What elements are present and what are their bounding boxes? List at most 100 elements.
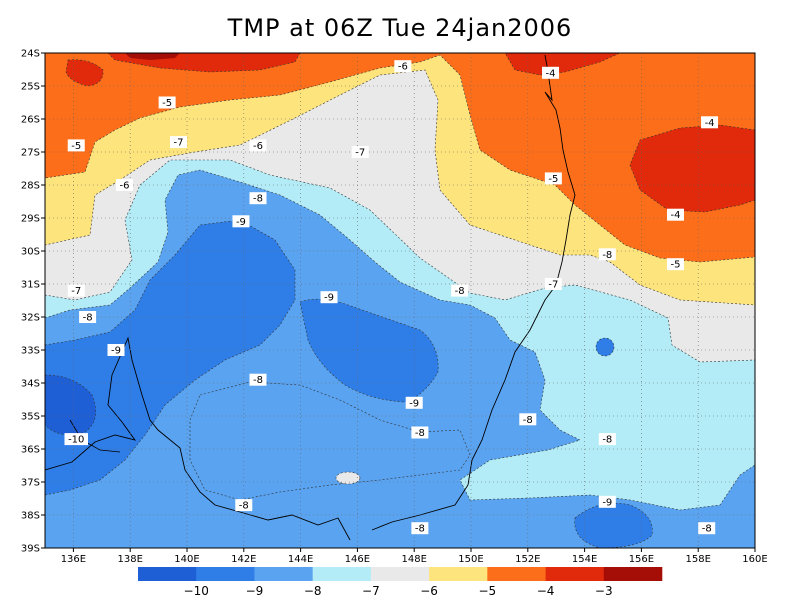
colorbar-swatch bbox=[254, 567, 313, 581]
contour-label-bg bbox=[67, 139, 85, 152]
coastline-south-australia bbox=[45, 336, 351, 541]
colorbar-swatch bbox=[370, 567, 430, 581]
contour-label: -6 bbox=[398, 62, 408, 73]
contour-label: -6 bbox=[253, 141, 263, 152]
x-tick-label: 140E bbox=[174, 554, 199, 565]
x-tick-label: 150E bbox=[458, 554, 483, 565]
contour-label: -8 bbox=[253, 375, 263, 386]
band-minus4-minus3-nw bbox=[65, 59, 104, 87]
x-tick-label: 136E bbox=[61, 554, 86, 565]
y-tick-label: 30S bbox=[21, 247, 40, 258]
contour-label-bg bbox=[394, 60, 412, 73]
contour-label-bg bbox=[666, 208, 684, 221]
contour-label: -8 bbox=[602, 250, 612, 261]
contour-label-bg bbox=[598, 433, 616, 446]
y-tick-label: 39S bbox=[21, 544, 40, 555]
y-tick-label: 34S bbox=[21, 379, 40, 390]
x-tick-label: 138E bbox=[117, 554, 142, 565]
contour-label: -6 bbox=[120, 181, 130, 192]
contour-label-bg bbox=[79, 311, 97, 323]
y-tick-label: 25S bbox=[21, 82, 40, 93]
contour-label: -8 bbox=[602, 435, 612, 446]
contour-label: -10 bbox=[68, 435, 84, 446]
y-tick-label: 28S bbox=[21, 181, 40, 192]
band-minus10-minus9-dot bbox=[595, 337, 615, 357]
contour-label: -9 bbox=[111, 346, 121, 357]
band-above-minus3 bbox=[125, 53, 180, 60]
band-below-minus10 bbox=[45, 374, 97, 436]
contour-label: -8 bbox=[83, 313, 93, 324]
contour-label: -5 bbox=[548, 174, 558, 185]
y-tick-label: 31S bbox=[21, 280, 40, 291]
x-tick-label: 152E bbox=[515, 554, 540, 565]
x-tick-label: 142E bbox=[231, 554, 256, 565]
contour-label-bg bbox=[64, 433, 88, 446]
colorbar-swatch bbox=[603, 567, 663, 581]
band-minus4-minus3-ne bbox=[504, 53, 621, 76]
contour-label-bg bbox=[351, 146, 369, 158]
contour-label-bg bbox=[67, 284, 85, 297]
contour-label-bg bbox=[411, 426, 429, 439]
contour-label: -4 bbox=[546, 68, 556, 79]
x-axis: 136E 138E 140E 142E 144E 146E 148E 150E 152E 154E… bbox=[61, 548, 768, 565]
y-tick-label: 38S bbox=[21, 511, 40, 522]
colorbar-label: −8 bbox=[304, 584, 322, 598]
contour-label: -8 bbox=[253, 194, 263, 205]
warm-hole bbox=[335, 471, 361, 485]
x-tick-label: 156E bbox=[629, 554, 654, 565]
band-minus4-minus3-east bbox=[629, 124, 755, 213]
colorbar-label: −10 bbox=[184, 584, 209, 598]
contour-label-bg bbox=[249, 373, 267, 386]
contour-label: -9 bbox=[409, 398, 419, 409]
contour-label: -5 bbox=[670, 260, 680, 271]
contour-label-bg bbox=[158, 96, 176, 109]
contour-label-bg bbox=[249, 139, 267, 152]
colorbar-label: −3 bbox=[595, 584, 613, 598]
contour-label-bg bbox=[107, 344, 125, 356]
map-frame bbox=[44, 52, 756, 549]
contour-label-bg bbox=[701, 116, 719, 129]
contour-label-bg bbox=[666, 258, 684, 271]
y-tick-label: 27S bbox=[21, 148, 40, 159]
contour-label-bg bbox=[411, 522, 429, 535]
contour-label: -5 bbox=[162, 98, 172, 109]
contour-label-bg bbox=[232, 215, 250, 228]
x-tick-label: 158E bbox=[685, 554, 710, 565]
temperature-field: -6 -4 -5 -4 -5 -7 -6 -7 -6 -5 -8 -4 -9 -8 -5 -7 -7 -8 -9 -8… bbox=[45, 53, 755, 548]
contour-label-bg bbox=[169, 136, 187, 149]
band-minus10-minus9 bbox=[45, 219, 439, 496]
y-tick-label: 33S bbox=[21, 346, 40, 357]
contour-label-bg bbox=[235, 499, 253, 512]
contour-label: -9 bbox=[324, 293, 334, 304]
contour-label-bg bbox=[451, 284, 469, 297]
contour-label-bg bbox=[598, 248, 616, 261]
contour-label: -4 bbox=[705, 118, 715, 129]
contour-label: -7 bbox=[71, 286, 81, 297]
colorbar-label: −6 bbox=[420, 584, 438, 598]
map-title: TMP at 06Z Tue 24jan2006 bbox=[227, 14, 573, 42]
contour-label: -8 bbox=[455, 286, 465, 297]
y-tick-label: 37S bbox=[21, 478, 40, 489]
y-tick-label: 29S bbox=[21, 214, 40, 225]
y-tick-label: 32S bbox=[21, 313, 40, 324]
band-minus5-minus4 bbox=[45, 53, 755, 263]
contour-label-bg bbox=[249, 192, 267, 205]
contour-label: -8 bbox=[239, 501, 249, 512]
colorbar-swatch bbox=[312, 567, 372, 581]
colorbar-label: −5 bbox=[478, 584, 496, 598]
y-tick-label: 26S bbox=[21, 115, 40, 126]
contour-label-bg bbox=[598, 495, 616, 508]
y-tick-label: 36S bbox=[21, 445, 40, 456]
colorbar-swatch bbox=[487, 567, 546, 581]
contour-label: -8 bbox=[415, 524, 425, 535]
x-tick-label: 146E bbox=[345, 554, 370, 565]
x-tick-label: 154E bbox=[572, 554, 597, 565]
contour-label: -7 bbox=[173, 138, 183, 149]
contour-label: -8 bbox=[415, 428, 425, 439]
contour-label: -4 bbox=[670, 210, 680, 221]
colorbar-swatch bbox=[196, 567, 255, 581]
contour-label: -7 bbox=[548, 280, 558, 291]
y-axis: 24S 25S 26S 27S 28S 29S 30S 31S 32S 33S 34S 35S 36S 3… bbox=[21, 49, 45, 555]
map-gridlines bbox=[45, 53, 755, 548]
